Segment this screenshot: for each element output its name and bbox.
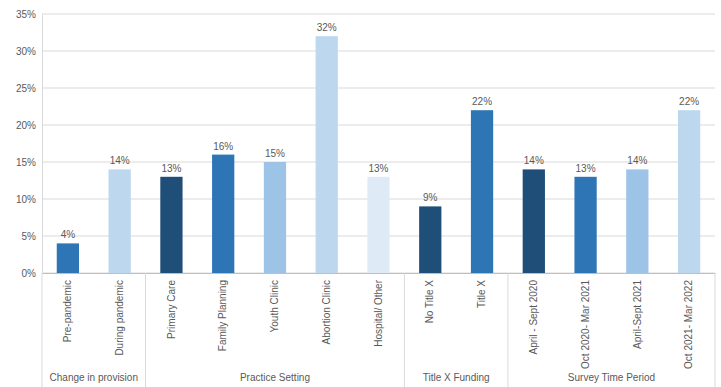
x-tick: Family Planning bbox=[217, 280, 228, 351]
chart: 0% 5% 10% 15% 20% 25% 30% 35% 4% 14% 13% 16% 15% 32% 1… bbox=[0, 0, 721, 387]
data-label: 4% bbox=[61, 229, 76, 240]
x-axis-line bbox=[43, 273, 716, 274]
y-tick-label: 0% bbox=[22, 268, 37, 279]
x-tick: Youth Clinic bbox=[269, 280, 280, 332]
x-tick-label: April - Sept 2020 bbox=[528, 280, 539, 355]
bar bbox=[367, 177, 389, 273]
grid-line bbox=[42, 125, 715, 126]
y-tick: 15% bbox=[16, 157, 42, 168]
bar bbox=[626, 169, 648, 273]
y-tick-label: 15% bbox=[16, 157, 36, 168]
bar bbox=[471, 110, 493, 273]
data-label: 22% bbox=[472, 96, 492, 107]
bar bbox=[574, 177, 596, 273]
bar bbox=[523, 169, 545, 273]
bar bbox=[316, 36, 338, 273]
grid bbox=[42, 14, 715, 273]
x-tick: Title X bbox=[476, 280, 487, 308]
x-tick: April - Sept 2020 bbox=[528, 280, 539, 355]
x-axis: Pre-pandemic During pandemic Primary Care F… bbox=[43, 274, 716, 369]
data-label: 14% bbox=[524, 155, 544, 166]
bars bbox=[57, 36, 700, 273]
y-tick: 25% bbox=[16, 83, 42, 94]
x-tick: Abortion Clinic bbox=[321, 280, 332, 344]
y-tick: 10% bbox=[16, 194, 42, 205]
bar bbox=[264, 162, 286, 273]
data-label: 14% bbox=[627, 155, 647, 166]
data-label: 22% bbox=[679, 96, 699, 107]
data-label: 16% bbox=[213, 141, 233, 152]
y-tick-label: 25% bbox=[16, 83, 36, 94]
x-tick: Oct 2021- Mar 2022 bbox=[683, 280, 694, 369]
bar bbox=[419, 206, 441, 273]
bar bbox=[212, 155, 234, 273]
x-tick-label: Oct 2020- Mar 2021 bbox=[580, 280, 591, 369]
grid-line bbox=[42, 51, 715, 52]
x-tick-label: Abortion Clinic bbox=[321, 280, 332, 344]
y-tick-label: 5% bbox=[22, 231, 37, 242]
y-tick-label: 30% bbox=[16, 46, 36, 57]
bar bbox=[109, 169, 131, 273]
group-label: Change in provision bbox=[50, 372, 138, 383]
grid-line bbox=[42, 88, 715, 89]
group-separator bbox=[507, 273, 508, 387]
data-label: 32% bbox=[317, 22, 337, 33]
y-tick-label: 10% bbox=[16, 194, 36, 205]
x-tick: During pandemic bbox=[114, 280, 125, 356]
y-tick: 5% bbox=[22, 231, 42, 242]
data-label: 13% bbox=[576, 163, 596, 174]
x-tick-label: April-Sept 2021 bbox=[632, 280, 643, 349]
group-separator bbox=[145, 273, 146, 387]
y-tick-label: 35% bbox=[16, 9, 36, 20]
x-tick-label: Oct 2021- Mar 2022 bbox=[683, 280, 694, 369]
x-tick: Hospital/ Other bbox=[373, 279, 384, 346]
y-tick: 0% bbox=[22, 268, 42, 279]
x-tick-label: Title X bbox=[476, 280, 487, 308]
x-tick-label: Youth Clinic bbox=[269, 280, 280, 332]
y-tick: 30% bbox=[16, 46, 42, 57]
x-tick: April-Sept 2021 bbox=[632, 280, 643, 349]
x-tick-label: Hospital/ Other bbox=[373, 279, 384, 346]
x-tick-label: During pandemic bbox=[114, 280, 125, 356]
data-labels: 4% 14% 13% 16% 15% 32% 13% 9% 22% 14% 13% 14% 22% bbox=[61, 22, 700, 240]
group-separator bbox=[42, 273, 43, 387]
x-tick: No Title X bbox=[424, 280, 435, 324]
bar bbox=[57, 243, 79, 273]
data-label: 13% bbox=[161, 163, 181, 174]
group-separator bbox=[404, 273, 405, 387]
bar bbox=[678, 110, 700, 273]
y-tick: 35% bbox=[16, 9, 42, 20]
group-label: Title X Funding bbox=[423, 372, 490, 383]
x-tick-label: No Title X bbox=[424, 280, 435, 324]
x-tick-label: Primary Care bbox=[166, 280, 177, 339]
bar bbox=[160, 177, 182, 273]
x-tick: Oct 2020- Mar 2021 bbox=[580, 280, 591, 369]
data-label: 15% bbox=[265, 148, 285, 159]
x-tick: Primary Care bbox=[166, 280, 177, 339]
group-axis: Change in provision Practice Setting Title… bbox=[42, 273, 715, 387]
data-label: 14% bbox=[110, 155, 130, 166]
data-label: 9% bbox=[423, 192, 438, 203]
y-axis: 0% 5% 10% 15% 20% 25% 30% 35% bbox=[16, 9, 43, 279]
x-tick-label: Family Planning bbox=[217, 280, 228, 351]
x-tick: Pre-pandemic bbox=[62, 280, 73, 342]
y-tick-label: 20% bbox=[16, 120, 36, 131]
y-axis-line bbox=[42, 15, 43, 274]
y-tick: 20% bbox=[16, 120, 42, 131]
data-label: 13% bbox=[368, 163, 388, 174]
x-tick-label: Pre-pandemic bbox=[62, 280, 73, 342]
grid-line bbox=[42, 14, 715, 15]
group-label: Survey Time Period bbox=[568, 372, 655, 383]
group-separator bbox=[715, 273, 716, 387]
group-label: Practice Setting bbox=[240, 372, 310, 383]
